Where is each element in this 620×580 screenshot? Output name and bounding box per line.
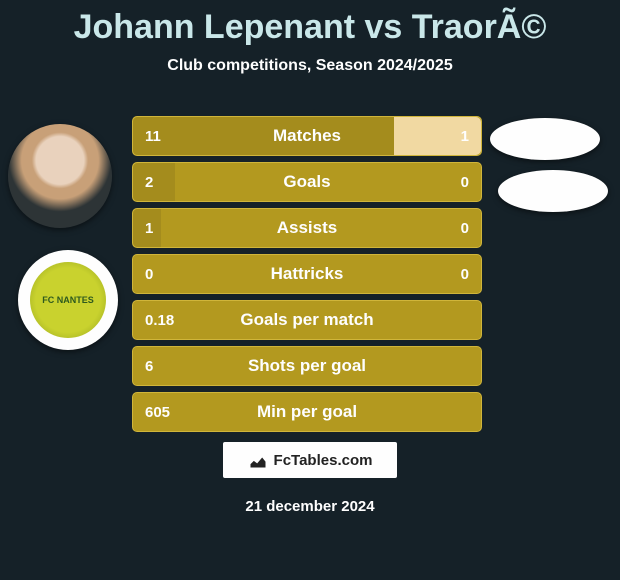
stat-row: 2Goals0	[132, 162, 482, 202]
stat-right-value	[457, 347, 481, 385]
page-title: Johann Lepenant vs TraorÃ©	[0, 0, 620, 47]
stat-label: Matches	[133, 117, 481, 155]
player-left-club-badge: FC NANTES	[18, 250, 118, 350]
stat-label: Goals	[133, 163, 481, 201]
date-label: 21 december 2024	[0, 498, 620, 515]
club-badge-label: FC NANTES	[30, 262, 106, 338]
stat-row: 1Assists0	[132, 208, 482, 248]
stat-right-value: 0	[449, 163, 481, 201]
stat-label: Shots per goal	[133, 347, 481, 385]
player-left-avatar	[8, 124, 112, 228]
stat-right-value: 1	[449, 117, 481, 155]
watermark[interactable]: FcTables.com	[223, 442, 397, 478]
stat-row: 11Matches1	[132, 116, 482, 156]
subtitle: Club competitions, Season 2024/2025	[0, 57, 620, 75]
player-right-avatar-1	[490, 118, 600, 160]
stat-row: 6Shots per goal	[132, 346, 482, 386]
stat-label: Assists	[133, 209, 481, 247]
stat-right-value: 0	[449, 255, 481, 293]
stat-right-value	[457, 393, 481, 431]
stat-label: Hattricks	[133, 255, 481, 293]
player-right-avatar-2	[498, 170, 608, 212]
stat-label: Min per goal	[133, 393, 481, 431]
watermark-text: FcTables.com	[274, 452, 373, 469]
stat-bars: 11Matches12Goals01Assists00Hattricks00.1…	[132, 116, 482, 438]
stat-row: 0Hattricks0	[132, 254, 482, 294]
stat-label: Goals per match	[133, 301, 481, 339]
chart-icon	[248, 450, 268, 470]
stat-row: 0.18Goals per match	[132, 300, 482, 340]
stat-right-value	[457, 301, 481, 339]
stat-right-value: 0	[449, 209, 481, 247]
stat-row: 605Min per goal	[132, 392, 482, 432]
